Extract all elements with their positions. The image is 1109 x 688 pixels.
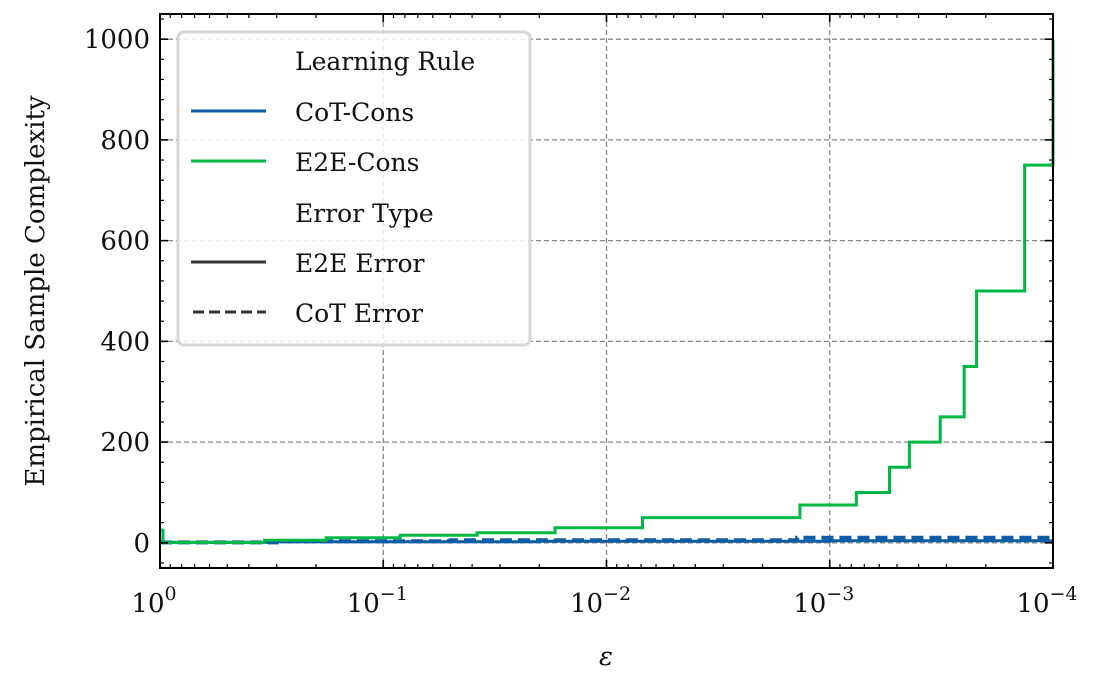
x-tick-label: 10−3 xyxy=(793,583,854,619)
y-tick-label: 600 xyxy=(100,227,150,257)
ticks: 0 200 400 600 800 1000 100 10−1 10−2 10−3 10−4 xyxy=(84,14,1078,619)
legend-title-error-type: Error Type xyxy=(295,199,434,228)
legend-label-cot-error: CoT Error xyxy=(295,299,423,328)
series-line-cot-cons-e2e-error xyxy=(160,539,1053,544)
x-axis-label: ε xyxy=(599,642,613,672)
y-axis-label: Empirical Sample Complexity xyxy=(21,95,51,487)
legend-label-e2e-cons: E2E-Cons xyxy=(295,148,419,177)
x-tick-label: 10−2 xyxy=(570,583,631,619)
y-tick-label: 0 xyxy=(133,529,150,559)
y-tick-label: 200 xyxy=(100,428,150,458)
legend-label-cot-cons: CoT-Cons xyxy=(295,98,414,127)
y-tick-label: 800 xyxy=(100,126,150,156)
y-tick-label: 1000 xyxy=(84,25,150,55)
series-line-e2e-cons-e2e-error xyxy=(160,39,1055,544)
x-tick-label: 100 xyxy=(131,583,176,619)
x-tick-label: 10−4 xyxy=(1016,583,1077,619)
x-tick-label: 10−1 xyxy=(347,583,408,619)
series-group xyxy=(160,39,1055,545)
legend-label-e2e-error: E2E Error xyxy=(295,249,425,278)
legend-title-learning-rule: Learning Rule xyxy=(295,47,475,76)
y-tick-label: 400 xyxy=(100,327,150,357)
legend: Learning Rule CoT-Cons E2E-Cons Error Ty… xyxy=(176,30,532,347)
